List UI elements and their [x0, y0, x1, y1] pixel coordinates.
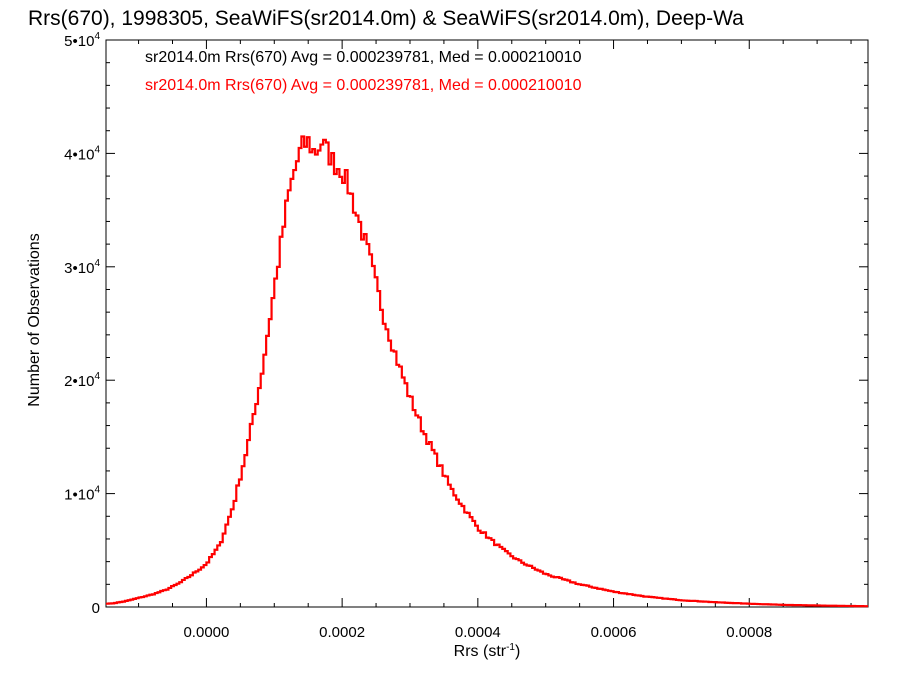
- x-axis-label-text: Rrs (str: [454, 643, 507, 660]
- x-axis-label-end: ): [515, 643, 520, 660]
- x-axis: 0.0000 0.0002 0.0004 0.0006 0.0008: [138, 40, 852, 641]
- y-axis-label: Number of Observations: [26, 233, 43, 406]
- x-axis-label-superscript: -1: [506, 642, 515, 653]
- x-tick-label: 0.0006: [591, 624, 637, 641]
- plot-frame: [105, 39, 869, 608]
- y-tick-label: 0: [92, 600, 100, 617]
- y-tick-label: 2•104: [64, 371, 100, 390]
- y-tick-label: 3•104: [64, 258, 100, 277]
- x-axis-label: Rrs (str-1): [454, 642, 521, 660]
- x-tick-label: 0.0000: [183, 624, 229, 641]
- histogram-series-red: [106, 135, 868, 608]
- x-tick-label: 0.0008: [726, 624, 772, 641]
- annotation-avg-med-black: sr2014.0m Rrs(670) Avg = 0.000239781, Me…: [145, 49, 582, 66]
- y-tick-label: 4•104: [64, 144, 100, 163]
- y-tick-label: 1•104: [64, 485, 100, 504]
- y-tick-label: 5•104: [64, 31, 100, 50]
- y-axis: 0 1•104 2•104 3•104 4•104 5•104: [64, 31, 868, 617]
- x-tick-label: 0.0002: [319, 624, 365, 641]
- data-layer: [106, 135, 868, 608]
- chart-title: Rrs(670), 1998305, SeaWiFS(sr2014.0m) & …: [28, 7, 744, 30]
- x-tick-label: 0.0004: [455, 624, 501, 641]
- annotation-avg-med-red: sr2014.0m Rrs(670) Avg = 0.000239781, Me…: [145, 77, 582, 94]
